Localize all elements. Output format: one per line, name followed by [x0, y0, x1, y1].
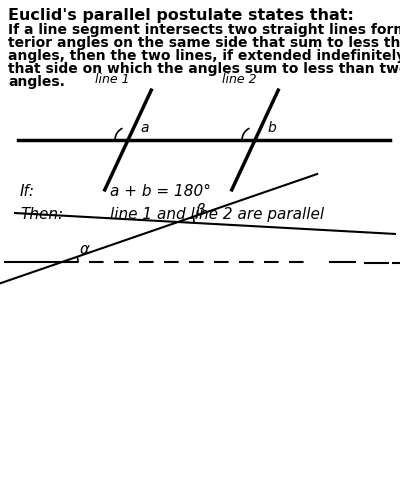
Text: a + b = 180°: a + b = 180°: [110, 184, 211, 199]
Text: angles, then the two lines, if extended indefinitely, meet on: angles, then the two lines, if extended …: [8, 49, 400, 63]
Text: β: β: [195, 203, 205, 218]
Text: Euclid's parallel postulate states that:: Euclid's parallel postulate states that:: [8, 8, 354, 23]
Text: terior angles on the same side that sum to less than two right: terior angles on the same side that sum …: [8, 36, 400, 50]
Text: Then:: Then:: [20, 207, 63, 222]
Text: line 2: line 2: [222, 73, 257, 86]
Text: b: b: [267, 121, 276, 135]
Text: a: a: [140, 121, 148, 135]
Text: If:: If:: [20, 184, 35, 199]
Text: angles.: angles.: [8, 75, 65, 89]
Text: line 1 and line 2 are parallel: line 1 and line 2 are parallel: [110, 207, 324, 222]
Text: α: α: [80, 242, 90, 257]
Text: If a line segment intersects two straight lines forming two in-: If a line segment intersects two straigh…: [8, 23, 400, 37]
Text: line 1: line 1: [96, 73, 130, 86]
Text: that side on which the angles sum to less than two right: that side on which the angles sum to les…: [8, 62, 400, 76]
